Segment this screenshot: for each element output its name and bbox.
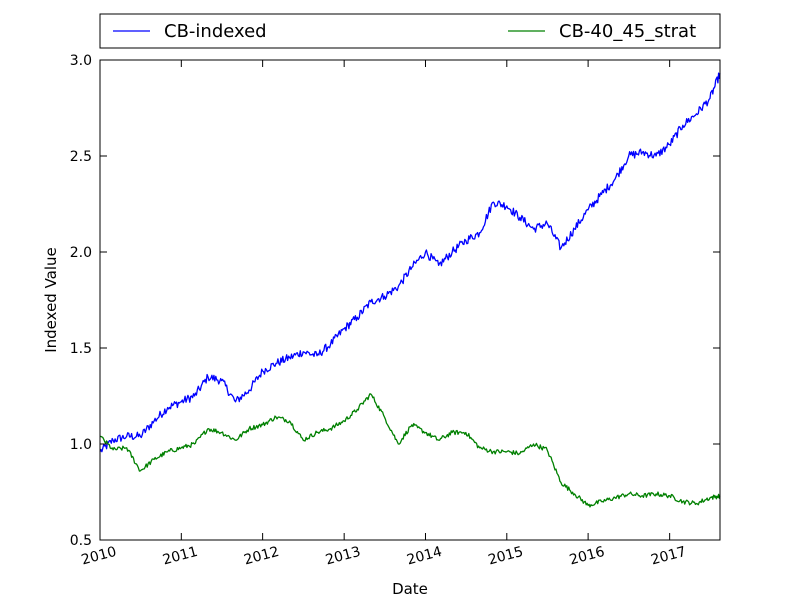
y-tick-label: 2.0: [70, 245, 92, 261]
y-axis-title: Indexed Value: [42, 247, 60, 353]
y-tick-label: 0.5: [70, 533, 92, 549]
y-tick-label: 2.5: [70, 149, 92, 165]
legend: CB-indexed CB-40_45_strat: [99, 13, 721, 49]
y-tick-label: 1.0: [70, 437, 92, 453]
series-line-cb-40-45-strat: [99, 393, 721, 508]
series-layer: [99, 72, 721, 508]
legend-box: [99, 13, 721, 49]
y-tick-label: 1.5: [70, 341, 92, 357]
y-tick-label: 3.0: [70, 53, 92, 69]
legend-label-cb-indexed: CB-indexed: [164, 21, 267, 42]
x-axis-title: Date: [392, 580, 428, 598]
series-line-cb-indexed: [99, 72, 721, 453]
plot-area-frame: [99, 59, 721, 541]
legend-label-cb-40-45-strat: CB-40_45_strat: [559, 21, 696, 42]
